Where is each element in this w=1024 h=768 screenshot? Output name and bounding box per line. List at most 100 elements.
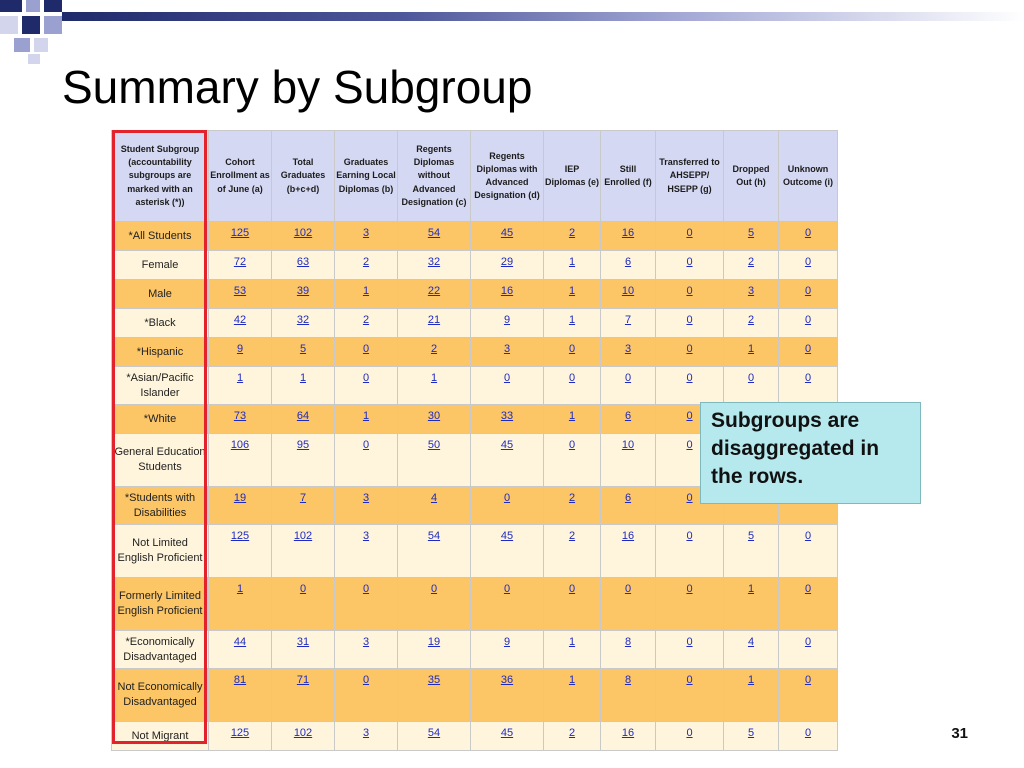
value-link[interactable]: 0 <box>686 343 693 355</box>
value-link[interactable]: 0 <box>503 372 511 384</box>
value-link[interactable]: 30 <box>427 410 441 422</box>
value-link[interactable]: 5 <box>747 227 755 239</box>
value-link[interactable]: 19 <box>427 636 441 648</box>
value-link[interactable]: 0 <box>686 256 693 268</box>
value-link[interactable]: 0 <box>747 372 755 384</box>
value-link[interactable]: 3 <box>362 492 370 504</box>
value-link[interactable]: 0 <box>362 674 370 686</box>
value-link[interactable]: 45 <box>500 530 514 542</box>
value-link[interactable]: 0 <box>686 372 693 384</box>
value-link[interactable]: 9 <box>503 636 511 648</box>
value-link[interactable]: 1 <box>299 372 307 384</box>
value-link[interactable]: 0 <box>503 492 511 504</box>
value-link[interactable]: 95 <box>296 439 310 451</box>
value-link[interactable]: 125 <box>230 227 250 239</box>
value-link[interactable]: 1 <box>747 674 755 686</box>
value-link[interactable]: 0 <box>362 372 370 384</box>
value-link[interactable]: 29 <box>500 256 514 268</box>
value-link[interactable]: 1 <box>430 372 438 384</box>
value-link[interactable]: 6 <box>624 256 632 268</box>
value-link[interactable]: 0 <box>299 583 307 595</box>
value-link[interactable]: 45 <box>500 227 514 239</box>
value-link[interactable]: 10 <box>621 439 635 451</box>
value-link[interactable]: 45 <box>500 727 514 739</box>
value-link[interactable]: 19 <box>233 492 247 504</box>
value-link[interactable]: 1 <box>568 256 576 268</box>
value-link[interactable]: 50 <box>427 439 441 451</box>
value-link[interactable]: 1 <box>236 372 244 384</box>
value-link[interactable]: 2 <box>568 227 576 239</box>
value-link[interactable]: 8 <box>624 674 632 686</box>
value-link[interactable]: 1 <box>568 636 576 648</box>
value-link[interactable]: 0 <box>624 583 632 595</box>
value-link[interactable]: 35 <box>427 674 441 686</box>
value-link[interactable]: 1 <box>362 285 370 297</box>
value-link[interactable]: 0 <box>804 343 812 355</box>
value-link[interactable]: 2 <box>568 727 576 739</box>
value-link[interactable]: 16 <box>500 285 514 297</box>
value-link[interactable]: 0 <box>568 343 576 355</box>
value-link[interactable]: 54 <box>427 227 441 239</box>
value-link[interactable]: 0 <box>568 583 576 595</box>
value-link[interactable]: 0 <box>686 410 693 422</box>
value-link[interactable]: 3 <box>362 727 370 739</box>
value-link[interactable]: 39 <box>296 285 310 297</box>
value-link[interactable]: 102 <box>293 227 313 239</box>
value-link[interactable]: 0 <box>686 636 693 648</box>
value-link[interactable]: 0 <box>804 583 812 595</box>
value-link[interactable]: 0 <box>686 227 693 239</box>
value-link[interactable]: 0 <box>686 530 693 542</box>
value-link[interactable]: 73 <box>233 410 247 422</box>
value-link[interactable]: 9 <box>236 343 244 355</box>
value-link[interactable]: 1 <box>568 410 576 422</box>
value-link[interactable]: 3 <box>362 530 370 542</box>
value-link[interactable]: 1 <box>747 583 755 595</box>
value-link[interactable]: 63 <box>296 256 310 268</box>
value-link[interactable]: 0 <box>686 492 693 504</box>
value-link[interactable]: 6 <box>624 410 632 422</box>
value-link[interactable]: 1 <box>568 285 576 297</box>
value-link[interactable]: 0 <box>804 727 812 739</box>
value-link[interactable]: 1 <box>362 410 370 422</box>
value-link[interactable]: 102 <box>293 530 313 542</box>
value-link[interactable]: 0 <box>503 583 511 595</box>
value-link[interactable]: 125 <box>230 727 250 739</box>
value-link[interactable]: 0 <box>362 343 370 355</box>
value-link[interactable]: 0 <box>568 372 576 384</box>
value-link[interactable]: 0 <box>686 583 693 595</box>
value-link[interactable]: 16 <box>621 530 635 542</box>
value-link[interactable]: 2 <box>362 314 370 326</box>
value-link[interactable]: 72 <box>233 256 247 268</box>
value-link[interactable]: 0 <box>362 583 370 595</box>
value-link[interactable]: 22 <box>427 285 441 297</box>
value-link[interactable]: 0 <box>430 583 438 595</box>
value-link[interactable]: 16 <box>621 227 635 239</box>
value-link[interactable]: 3 <box>362 227 370 239</box>
value-link[interactable]: 1 <box>747 343 755 355</box>
value-link[interactable]: 1 <box>568 674 576 686</box>
value-link[interactable]: 2 <box>430 343 438 355</box>
value-link[interactable]: 8 <box>624 636 632 648</box>
value-link[interactable]: 32 <box>427 256 441 268</box>
value-link[interactable]: 33 <box>500 410 514 422</box>
value-link[interactable]: 106 <box>230 439 250 451</box>
value-link[interactable]: 0 <box>686 674 693 686</box>
value-link[interactable]: 3 <box>362 636 370 648</box>
value-link[interactable]: 31 <box>296 636 310 648</box>
value-link[interactable]: 102 <box>293 727 313 739</box>
value-link[interactable]: 2 <box>568 492 576 504</box>
value-link[interactable]: 9 <box>503 314 511 326</box>
value-link[interactable]: 2 <box>362 256 370 268</box>
value-link[interactable]: 6 <box>624 492 632 504</box>
value-link[interactable]: 44 <box>233 636 247 648</box>
value-link[interactable]: 0 <box>804 314 812 326</box>
value-link[interactable]: 0 <box>686 285 693 297</box>
value-link[interactable]: 64 <box>296 410 310 422</box>
value-link[interactable]: 0 <box>804 530 812 542</box>
value-link[interactable]: 5 <box>747 727 755 739</box>
value-link[interactable]: 0 <box>568 439 576 451</box>
value-link[interactable]: 2 <box>747 256 755 268</box>
value-link[interactable]: 16 <box>621 727 635 739</box>
value-link[interactable]: 0 <box>686 727 693 739</box>
value-link[interactable]: 0 <box>804 636 812 648</box>
